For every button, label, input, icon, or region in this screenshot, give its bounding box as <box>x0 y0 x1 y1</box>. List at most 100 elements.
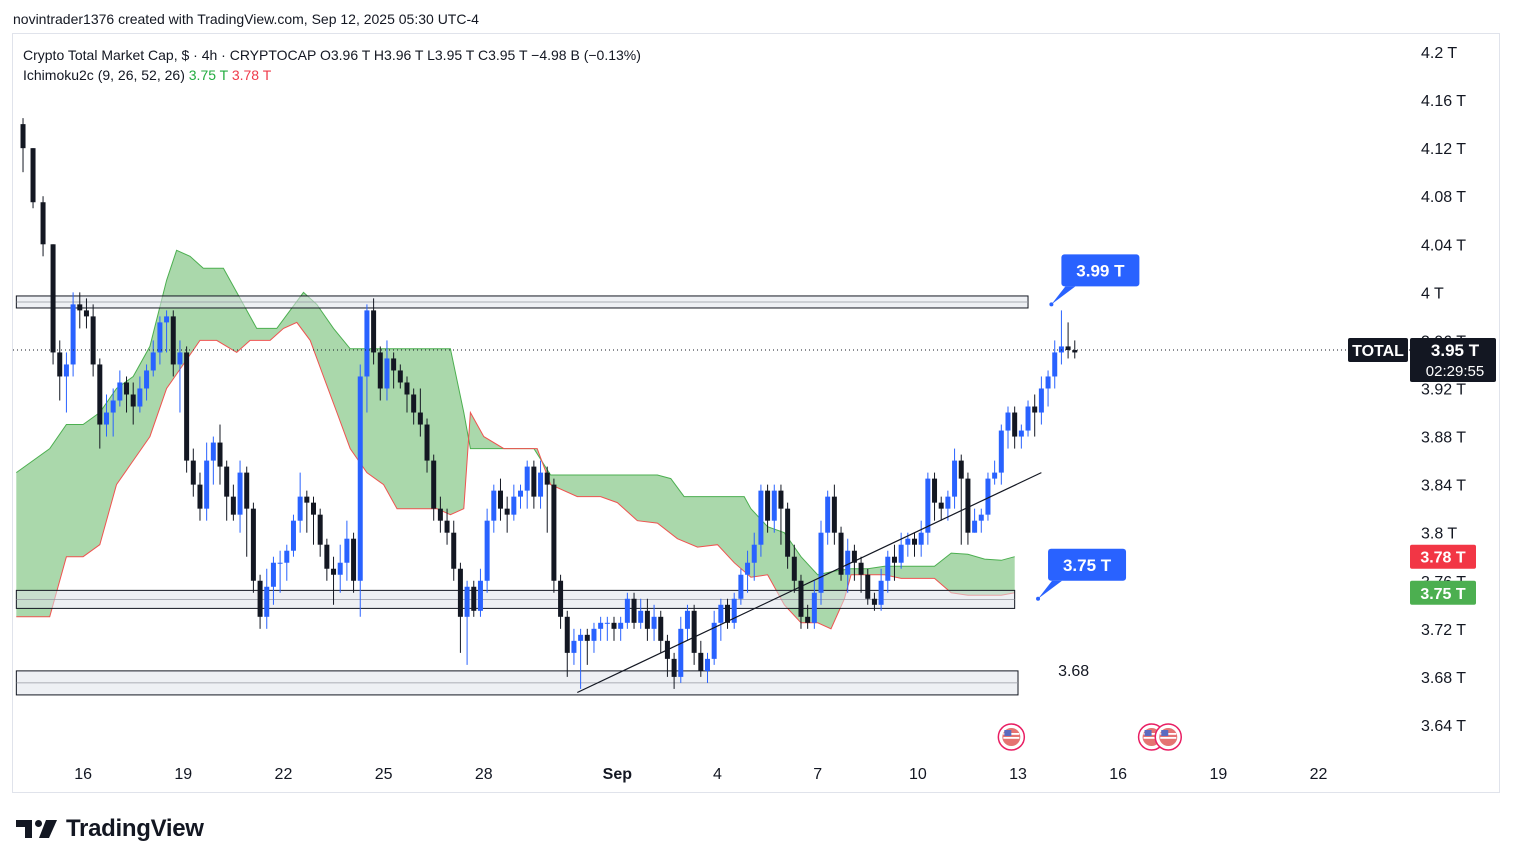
candle-body-103[interactable] <box>718 604 724 623</box>
candle-body-105[interactable] <box>731 598 737 623</box>
callout-box-1[interactable] <box>1048 548 1127 581</box>
candle-body-15[interactable] <box>130 394 136 407</box>
candle-body-59[interactable] <box>424 424 430 461</box>
candle-body-142[interactable] <box>978 514 984 521</box>
candle-body-130[interactable] <box>898 544 904 563</box>
candle-body-150[interactable] <box>1032 406 1038 413</box>
candle-body-20[interactable] <box>164 316 170 323</box>
candle-body-47[interactable] <box>344 538 350 563</box>
candle-body-77[interactable] <box>544 472 550 485</box>
candle-body-28[interactable] <box>217 442 223 467</box>
candle-body-110[interactable] <box>765 490 771 521</box>
candle-body-69[interactable] <box>491 490 497 521</box>
candle-body-88[interactable] <box>618 622 624 629</box>
candle-body-84[interactable] <box>591 628 597 641</box>
candle-body-24[interactable] <box>190 460 196 485</box>
candle-body-16[interactable] <box>137 388 143 407</box>
candle-body-32[interactable] <box>244 472 250 509</box>
candle-body-38[interactable] <box>284 550 290 563</box>
candle-body-51[interactable] <box>371 310 377 353</box>
candle-body-102[interactable] <box>711 622 717 659</box>
candle-body-53[interactable] <box>384 358 390 389</box>
candle-body-1[interactable] <box>30 148 36 203</box>
candle-body-0[interactable] <box>20 124 26 149</box>
candle-body-33[interactable] <box>250 508 256 581</box>
candle-body-44[interactable] <box>324 544 330 569</box>
candle-body-126[interactable] <box>871 598 877 605</box>
candle-body-36[interactable] <box>270 562 276 587</box>
candle-body-81[interactable] <box>571 640 577 653</box>
candle-body-76[interactable] <box>538 472 544 497</box>
candle-body-104[interactable] <box>725 604 731 623</box>
candle-body-124[interactable] <box>858 562 864 575</box>
candle-body-26[interactable] <box>204 460 210 509</box>
candle-body-146[interactable] <box>1005 412 1011 431</box>
candle-body-23[interactable] <box>184 352 190 461</box>
candle-body-129[interactable] <box>891 556 897 563</box>
candle-body-43[interactable] <box>317 514 323 545</box>
candle-body-92[interactable] <box>644 610 650 629</box>
candle-body-153[interactable] <box>1052 352 1058 377</box>
candle-body-25[interactable] <box>197 484 203 509</box>
candle-body-108[interactable] <box>751 544 757 563</box>
candle-body-116[interactable] <box>805 616 811 623</box>
candle-body-45[interactable] <box>331 568 337 575</box>
candle-body-67[interactable] <box>477 580 483 611</box>
candle-body-134[interactable] <box>925 478 931 533</box>
candle-body-136[interactable] <box>938 502 944 509</box>
candle-body-42[interactable] <box>311 502 317 515</box>
candle-body-144[interactable] <box>992 472 998 479</box>
candle-body-41[interactable] <box>304 496 310 503</box>
candle-body-8[interactable] <box>83 310 89 317</box>
candle-body-12[interactable] <box>110 400 116 413</box>
candle-body-85[interactable] <box>598 622 604 629</box>
candle-body-71[interactable] <box>504 508 510 515</box>
candle-body-30[interactable] <box>230 496 236 515</box>
candle-body-10[interactable] <box>97 364 103 425</box>
candle-body-135[interactable] <box>932 478 938 503</box>
candle-body-66[interactable] <box>471 586 477 611</box>
candle-body-31[interactable] <box>237 472 243 515</box>
candle-body-137[interactable] <box>945 496 951 509</box>
candle-body-3[interactable] <box>50 244 56 353</box>
candle-body-145[interactable] <box>998 430 1004 473</box>
candle-body-128[interactable] <box>885 556 891 581</box>
candle-body-138[interactable] <box>952 460 958 497</box>
candle-body-101[interactable] <box>704 658 710 671</box>
candle-body-56[interactable] <box>404 382 410 395</box>
candle-body-91[interactable] <box>638 610 644 623</box>
callout-box-0[interactable] <box>1061 254 1140 287</box>
candle-body-6[interactable] <box>70 304 76 365</box>
candle-body-106[interactable] <box>738 574 744 599</box>
candle-body-58[interactable] <box>417 412 423 425</box>
candle-body-87[interactable] <box>611 622 617 629</box>
candle-body-131[interactable] <box>905 538 911 545</box>
candle-body-122[interactable] <box>845 550 851 575</box>
candle-body-100[interactable] <box>698 652 704 671</box>
candle-body-14[interactable] <box>124 382 130 395</box>
candle-body-55[interactable] <box>397 370 403 383</box>
candle-body-9[interactable] <box>90 316 96 365</box>
candle-body-64[interactable] <box>457 568 463 617</box>
candle-body-63[interactable] <box>451 532 457 569</box>
candle-body-140[interactable] <box>965 478 971 533</box>
candle-body-152[interactable] <box>1045 376 1051 389</box>
candle-body-148[interactable] <box>1018 430 1024 437</box>
candle-body-74[interactable] <box>524 466 530 491</box>
candle-body-27[interactable] <box>210 442 216 461</box>
candle-body-4[interactable] <box>57 352 63 377</box>
candle-body-17[interactable] <box>144 370 150 389</box>
symbol-legend[interactable]: Crypto Total Market Cap, $ · 4h · CRYPTO… <box>23 45 641 65</box>
candle-body-111[interactable] <box>771 490 777 521</box>
candle-body-2[interactable] <box>40 202 46 245</box>
candle-body-5[interactable] <box>63 364 69 377</box>
candle-body-60[interactable] <box>431 460 437 509</box>
candle-body-35[interactable] <box>264 586 270 617</box>
candle-body-109[interactable] <box>758 490 764 545</box>
candle-body-115[interactable] <box>798 580 804 617</box>
candle-body-107[interactable] <box>745 562 751 575</box>
indicator-legend[interactable]: Ichimoku2c (9, 26, 52, 26) 3.75 T 3.78 T <box>23 65 641 85</box>
candle-body-141[interactable] <box>972 520 978 533</box>
candle-body-97[interactable] <box>678 628 684 677</box>
candle-body-13[interactable] <box>117 382 123 401</box>
